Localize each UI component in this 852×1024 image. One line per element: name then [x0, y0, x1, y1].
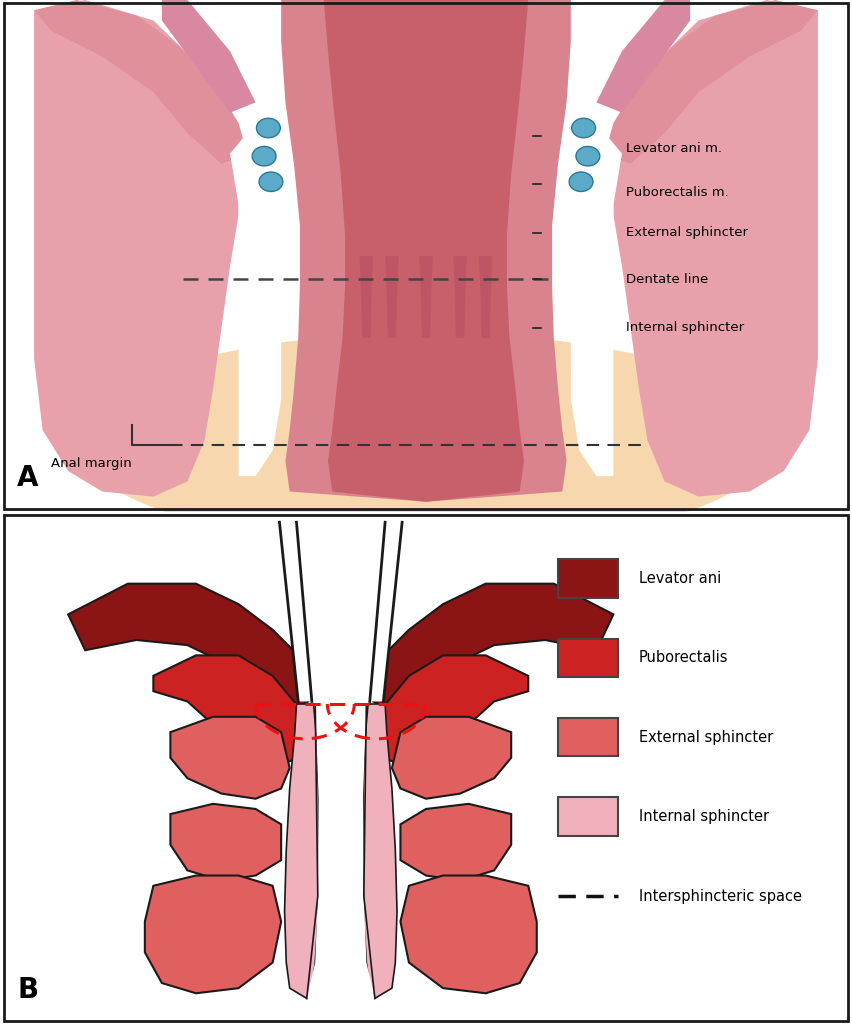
Polygon shape — [373, 655, 528, 768]
Polygon shape — [370, 522, 402, 701]
FancyBboxPatch shape — [558, 718, 618, 757]
Text: Levator ani: Levator ani — [639, 571, 722, 586]
Text: Levator ani m.: Levator ani m. — [626, 142, 722, 155]
Polygon shape — [596, 0, 690, 113]
Polygon shape — [360, 256, 373, 338]
Polygon shape — [419, 256, 433, 338]
Polygon shape — [562, 123, 622, 476]
Ellipse shape — [569, 172, 593, 191]
Polygon shape — [324, 0, 528, 502]
Polygon shape — [230, 123, 290, 476]
Text: Anal margin: Anal margin — [51, 457, 132, 470]
Text: Internal sphincter: Internal sphincter — [639, 809, 769, 824]
Polygon shape — [34, 0, 247, 164]
Polygon shape — [453, 256, 467, 338]
Polygon shape — [613, 0, 818, 497]
Polygon shape — [34, 0, 239, 497]
Polygon shape — [392, 717, 511, 799]
Polygon shape — [373, 584, 613, 712]
Text: External sphincter: External sphincter — [626, 226, 748, 240]
Polygon shape — [153, 655, 308, 768]
Ellipse shape — [572, 119, 596, 138]
FancyBboxPatch shape — [558, 639, 618, 677]
Text: A: A — [17, 464, 38, 492]
Polygon shape — [479, 256, 492, 338]
Polygon shape — [605, 0, 818, 164]
Text: Puborectalis m.: Puborectalis m. — [626, 185, 729, 199]
Text: Internal sphincter: Internal sphincter — [626, 322, 745, 334]
Ellipse shape — [576, 146, 600, 166]
Text: Puborectalis: Puborectalis — [639, 650, 728, 666]
FancyBboxPatch shape — [558, 798, 618, 836]
FancyBboxPatch shape — [558, 559, 618, 598]
Polygon shape — [400, 876, 537, 993]
Polygon shape — [281, 0, 571, 502]
Polygon shape — [400, 804, 511, 881]
Polygon shape — [170, 717, 290, 799]
Ellipse shape — [256, 119, 280, 138]
Polygon shape — [162, 0, 256, 113]
Polygon shape — [170, 804, 281, 881]
Ellipse shape — [252, 146, 276, 166]
Text: B: B — [17, 976, 38, 1004]
Polygon shape — [145, 876, 281, 993]
Text: External sphincter: External sphincter — [639, 730, 774, 744]
Polygon shape — [307, 705, 375, 998]
Ellipse shape — [259, 172, 283, 191]
Text: Intersphincteric space: Intersphincteric space — [639, 889, 802, 903]
Polygon shape — [385, 256, 399, 338]
Polygon shape — [363, 705, 397, 998]
Ellipse shape — [77, 333, 775, 548]
Polygon shape — [285, 705, 319, 998]
Text: Dentate line: Dentate line — [626, 272, 709, 286]
Polygon shape — [279, 522, 312, 701]
Polygon shape — [68, 584, 308, 712]
